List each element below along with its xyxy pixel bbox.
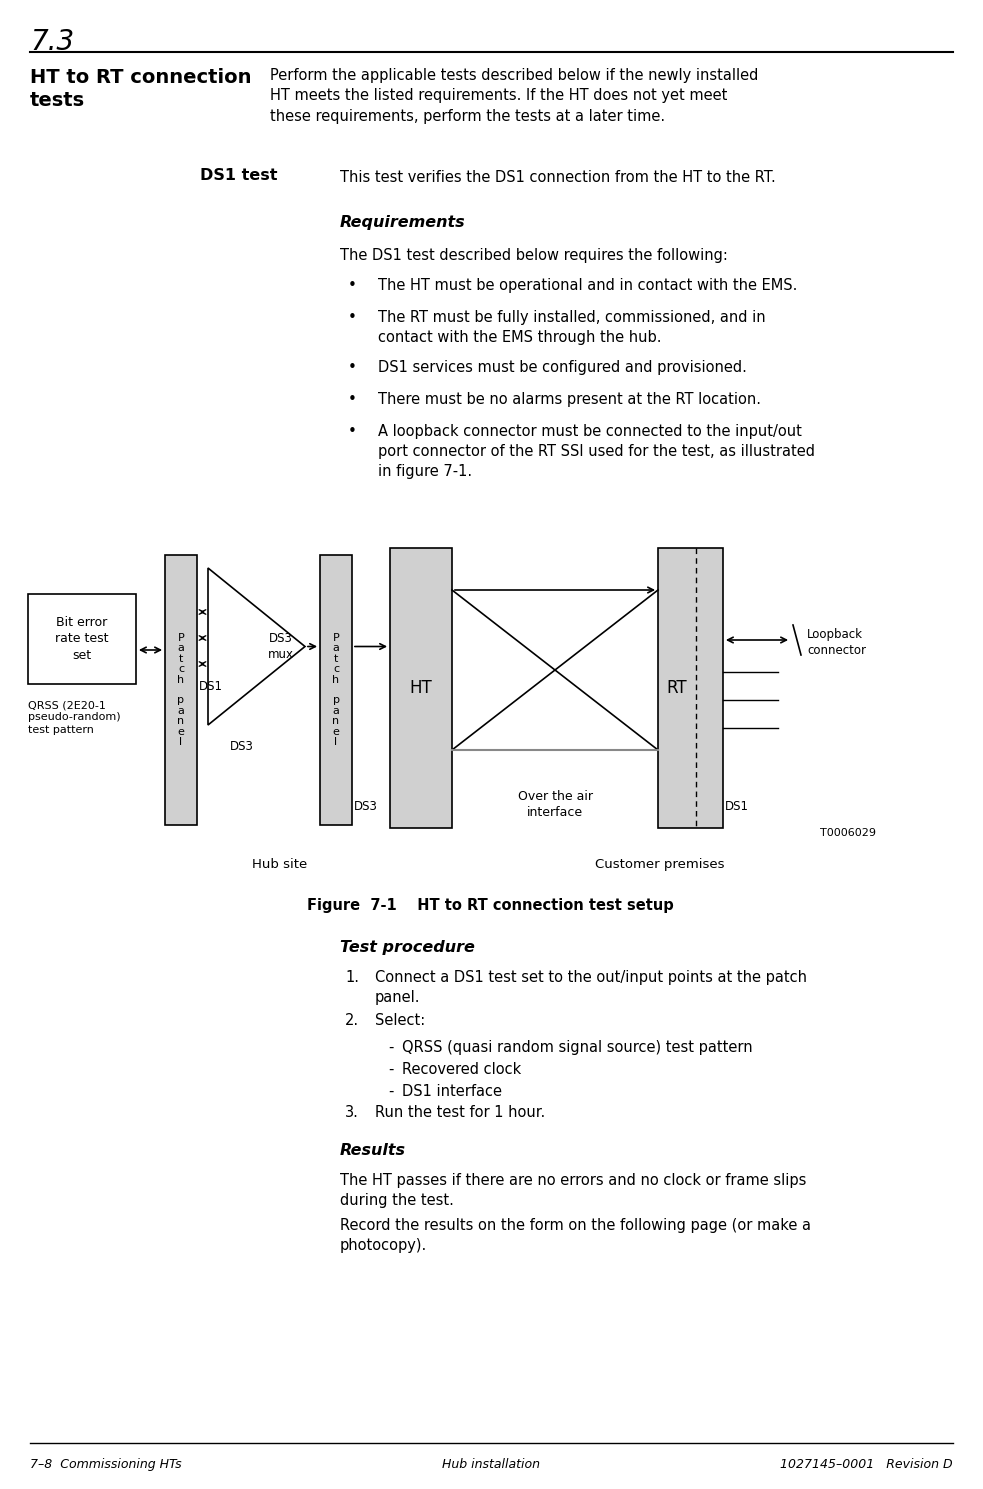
- Text: -: -: [388, 1062, 393, 1077]
- Text: Record the results on the form on the following page (or make a
photocopy).: Record the results on the form on the fo…: [340, 1218, 811, 1252]
- Text: Bit error
rate test
set: Bit error rate test set: [55, 616, 109, 663]
- Text: Over the air
interface: Over the air interface: [517, 791, 593, 819]
- Text: 3.: 3.: [345, 1105, 359, 1120]
- Text: Figure  7-1    HT to RT connection test setup: Figure 7-1 HT to RT connection test setu…: [307, 898, 673, 913]
- Text: QRSS (quasi random signal source) test pattern: QRSS (quasi random signal source) test p…: [402, 1039, 753, 1056]
- Text: The HT passes if there are no errors and no clock or frame slips
during the test: The HT passes if there are no errors and…: [340, 1173, 806, 1208]
- Text: Select:: Select:: [375, 1013, 426, 1027]
- Text: •: •: [348, 424, 357, 439]
- Text: •: •: [348, 360, 357, 375]
- Text: -: -: [388, 1084, 393, 1099]
- Text: Results: Results: [340, 1144, 406, 1158]
- Text: P
a
t
c
h
 
p
a
n
e
l: P a t c h p a n e l: [332, 633, 339, 747]
- Text: DS3
mux: DS3 mux: [268, 631, 294, 661]
- Text: DS1: DS1: [199, 680, 223, 692]
- Text: DS3: DS3: [354, 800, 377, 813]
- Text: HT: HT: [410, 679, 433, 697]
- Text: •: •: [348, 392, 357, 406]
- Text: Customer premises: Customer premises: [596, 858, 724, 871]
- Text: The HT must be operational and in contact with the EMS.: The HT must be operational and in contac…: [378, 278, 797, 293]
- Text: 2.: 2.: [345, 1013, 359, 1027]
- Text: P
a
t
c
h
 
p
a
n
e
l: P a t c h p a n e l: [178, 633, 185, 747]
- Text: Connect a DS1 test set to the out/input points at the patch
panel.: Connect a DS1 test set to the out/input …: [375, 969, 807, 1005]
- Polygon shape: [208, 567, 305, 725]
- Text: Hub site: Hub site: [253, 858, 308, 871]
- Text: Perform the applicable tests described below if the newly installed
HT meets the: Perform the applicable tests described b…: [270, 68, 758, 124]
- Text: 1027145–0001   Revision D: 1027145–0001 Revision D: [781, 1458, 953, 1471]
- Bar: [320, 555, 352, 825]
- Text: The DS1 test described below requires the following:: The DS1 test described below requires th…: [340, 249, 727, 264]
- Text: Hub installation: Hub installation: [442, 1458, 540, 1471]
- Text: The RT must be fully installed, commissioned, and in
contact with the EMS throug: The RT must be fully installed, commissi…: [378, 310, 766, 345]
- Text: DS1: DS1: [725, 800, 749, 813]
- Text: •: •: [348, 310, 357, 325]
- Bar: [165, 555, 197, 825]
- Text: Recovered clock: Recovered clock: [402, 1062, 521, 1077]
- Text: RT: RT: [665, 679, 686, 697]
- Text: DS3: DS3: [230, 740, 254, 753]
- Text: A loopback connector must be connected to the input/out
port connector of the RT: A loopback connector must be connected t…: [378, 424, 815, 478]
- Text: 7–8  Commissioning HTs: 7–8 Commissioning HTs: [30, 1458, 182, 1471]
- Text: •: •: [348, 278, 357, 293]
- Text: DS1 interface: DS1 interface: [402, 1084, 502, 1099]
- Text: QRSS (2E20-1
pseudo-random)
test pattern: QRSS (2E20-1 pseudo-random) test pattern: [28, 700, 121, 734]
- Text: There must be no alarms present at the RT location.: There must be no alarms present at the R…: [378, 392, 761, 406]
- Text: HT to RT connection
tests: HT to RT connection tests: [30, 68, 252, 110]
- Text: 1.: 1.: [345, 969, 359, 986]
- Text: DS1 test: DS1 test: [200, 168, 277, 183]
- Text: DS1 services must be configured and provisioned.: DS1 services must be configured and prov…: [378, 360, 747, 375]
- Text: -: -: [388, 1039, 393, 1056]
- Bar: [28, 594, 136, 683]
- Bar: [658, 548, 723, 828]
- Text: Loopback
connector: Loopback connector: [807, 628, 866, 657]
- Bar: [390, 548, 452, 828]
- Text: This test verifies the DS1 connection from the HT to the RT.: This test verifies the DS1 connection fr…: [340, 170, 776, 185]
- Text: T0006029: T0006029: [820, 828, 876, 838]
- Text: Run the test for 1 hour.: Run the test for 1 hour.: [375, 1105, 546, 1120]
- Text: Test procedure: Test procedure: [340, 940, 475, 954]
- Text: Requirements: Requirements: [340, 214, 466, 229]
- Text: 7.3: 7.3: [30, 28, 74, 57]
